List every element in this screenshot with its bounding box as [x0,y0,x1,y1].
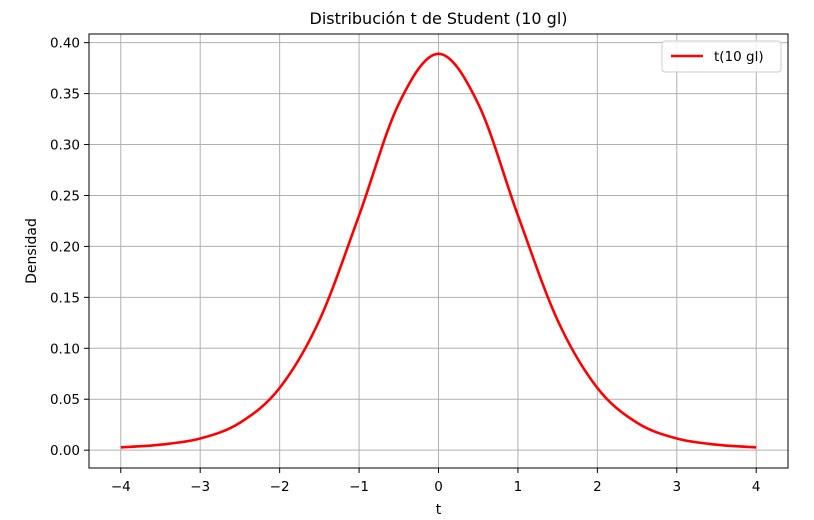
x-tick-label: 4 [752,479,761,495]
y-tick-label: 0.00 [50,443,80,459]
grid [89,34,788,468]
x-tick-label: 3 [672,479,681,495]
x-tick-label: 1 [514,479,523,495]
chart-title: Distribución t de Student (10 gl) [310,9,568,28]
ticks: −4 −3 −2 −1 0 1 2 3 4 0.00 0.05 0.10 0.15 0.20 0.25 0.3… [50,36,761,495]
legend-box [661,40,782,73]
series-line-t10 [120,52,757,449]
y-tick-label: 0.25 [50,188,80,204]
x-tick-label: 0 [434,479,443,495]
y-tick-label: 0.40 [50,36,80,52]
y-tick-label: 0.30 [50,138,80,154]
x-tick-label: −1 [349,479,369,495]
x-axis-title: t [436,502,442,518]
series-layer [120,52,757,449]
y-axis-title: Densidad [24,218,40,284]
x-tick-label: −3 [190,479,210,495]
y-tick-label: 0.20 [50,239,80,255]
x-tick-label: 2 [593,479,602,495]
y-tick-label: 0.35 [50,87,80,103]
x-tick-label: −4 [111,479,131,495]
legend: t(10 gl) [661,40,782,73]
legend-label-t10: t(10 gl) [714,49,764,65]
y-tick-label: 0.15 [50,290,80,306]
x-tick-label: −2 [270,479,290,495]
y-tick-label: 0.10 [50,341,80,357]
y-tick-label: 0.05 [50,392,80,408]
